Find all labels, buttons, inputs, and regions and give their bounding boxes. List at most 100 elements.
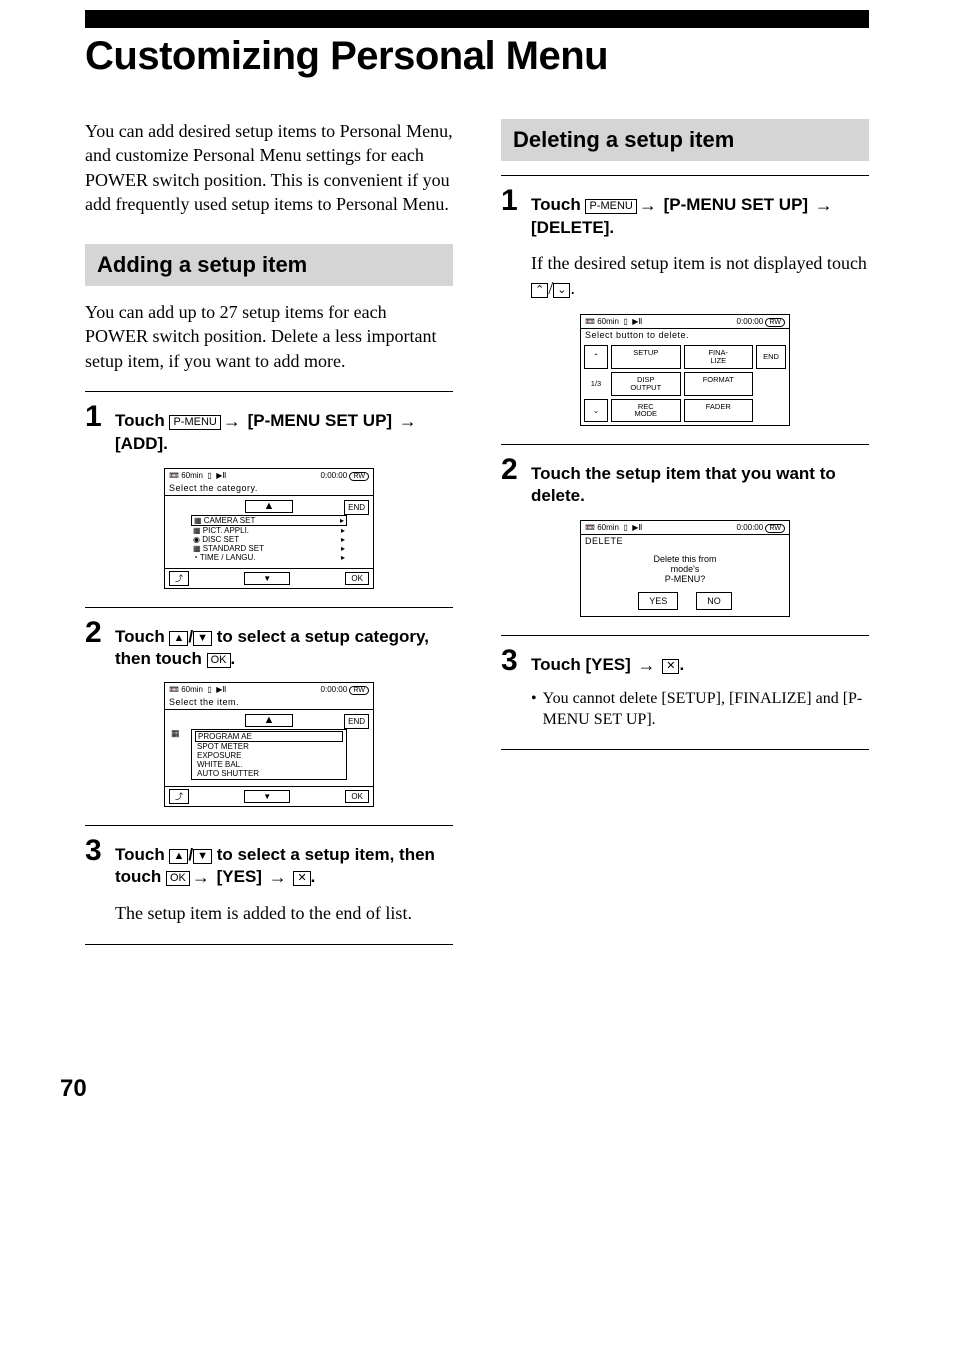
lcd-up: ▲	[245, 500, 294, 513]
lcd-top-left: 📼 60min ▯ ▶Ⅱ	[169, 685, 226, 694]
lcd-cell: SETUP	[611, 345, 681, 369]
lcd-top-right: 0:00:00 RW	[321, 471, 369, 480]
adding-section-header: Adding a setup item	[85, 244, 453, 286]
ok-button: OK	[207, 653, 231, 668]
adding-step-3: 3 Touch ▲/▼ to select a setup item, then…	[85, 836, 453, 926]
adding-step-1: 1 Touch P-MENU→ [P-MENU SET UP] → [ADD].…	[85, 402, 453, 588]
step-instruction: Touch ▲/▼ to select a setup item, then t…	[115, 844, 453, 889]
lcd-top-left: 📼 60min ▯ ▶Ⅱ	[585, 317, 642, 326]
lcd-top-right: 0:00:00 RW	[321, 685, 369, 694]
arrow-icon: →	[192, 866, 210, 889]
lcd-yes-button: YES	[638, 592, 678, 610]
step-instruction: Touch [YES] → ✕.	[531, 654, 684, 677]
step-instruction: Touch ▲/▼ to select a setup category, th…	[115, 626, 453, 670]
step-number: 1	[501, 186, 523, 216]
arrow-icon: →	[638, 654, 656, 677]
lcd-top-left: 📼 60min ▯ ▶Ⅱ	[169, 471, 226, 480]
divider	[85, 944, 453, 945]
scroll-up-button: ⌃	[531, 283, 548, 298]
lcd-item-screen: 📼 60min ▯ ▶Ⅱ 0:00:00 RW Select the item.…	[164, 682, 374, 807]
lcd-end-button: END	[756, 345, 786, 369]
step-instruction: Touch P-MENU→ [P-MENU SET UP] → [DELETE]…	[531, 194, 869, 239]
step-instruction: Touch P-MENU→ [P-MENU SET UP] → [ADD].	[115, 410, 453, 455]
step-instruction: Touch the setup item that you want to de…	[531, 463, 869, 507]
lcd-back: ⤴	[169, 789, 189, 804]
lcd-cell: REC MODE	[611, 399, 681, 423]
lcd-category-list: ▦ CAMERA SET▸ ▦ PICT. APPLI.▸ ◉ DISC SET…	[191, 515, 347, 562]
step-number: 2	[85, 618, 107, 648]
arrow-icon: →	[223, 410, 241, 433]
deleting-step-1: 1 Touch P-MENU→ [P-MENU SET UP] → [DELET…	[501, 186, 869, 426]
step-body: The setup item is added to the end of li…	[115, 901, 453, 925]
ok-button: OK	[166, 871, 190, 886]
left-column: You can add desired setup items to Perso…	[85, 119, 453, 955]
divider	[501, 175, 869, 176]
lcd-cell: FINA- LIZE	[684, 345, 754, 369]
lcd-delete-grid-screen: 📼 60min ▯ ▶Ⅱ 0:00:00 RW Select button to…	[580, 314, 790, 426]
page-number: 70	[60, 1075, 954, 1103]
divider	[501, 444, 869, 445]
lcd-category-screen: 📼 60min ▯ ▶Ⅱ 0:00:00 RW Select the categ…	[164, 468, 374, 589]
right-column: Deleting a setup item 1 Touch P-MENU→ [P…	[501, 119, 869, 955]
lcd-subtitle: Select button to delete.	[581, 328, 789, 342]
deleting-step-3: 3 Touch [YES] → ✕. • You cannot delete […	[501, 646, 869, 731]
scroll-down-button: ⌄	[553, 283, 570, 298]
lcd-item-list: PROGRAM AE SPOT METER EXPOSURE WHITE BAL…	[191, 729, 347, 780]
step-number: 3	[501, 646, 523, 676]
lcd-up: ▲	[245, 714, 294, 727]
arrow-icon: →	[399, 410, 417, 433]
deleting-step-2: 2 Touch the setup item that you want to …	[501, 455, 869, 616]
note-text: You cannot delete [SETUP], [FINALIZE] an…	[543, 689, 869, 731]
pmenu-button: P-MENU	[585, 199, 636, 214]
intro-text: You can add desired setup items to Perso…	[85, 119, 453, 216]
down-button: ▼	[193, 631, 212, 646]
divider	[85, 607, 453, 608]
step-number: 2	[501, 455, 523, 485]
lcd-no-button: NO	[696, 592, 732, 610]
lcd-ok: OK	[345, 790, 369, 803]
divider	[501, 749, 869, 750]
divider	[501, 635, 869, 636]
lcd-ok: OK	[345, 572, 369, 585]
arrow-icon: →	[639, 194, 657, 217]
adding-step-2: 2 Touch ▲/▼ to select a setup category, …	[85, 618, 453, 807]
divider	[85, 391, 453, 392]
deleting-section-header: Deleting a setup item	[501, 119, 869, 161]
bullet-icon: •	[531, 689, 537, 731]
step-note: • You cannot delete [SETUP], [FINALIZE] …	[531, 689, 869, 731]
lcd-cell: FADER	[684, 399, 754, 423]
lcd-down: ▼	[244, 790, 290, 803]
lcd-cell: FORMAT	[684, 372, 754, 396]
adding-desc: You can add up to 27 setup items for eac…	[85, 300, 453, 373]
lcd-top-left: 📼 60min ▯ ▶Ⅱ	[585, 523, 642, 532]
page-title: Customizing Personal Menu	[85, 34, 869, 79]
lcd-down: ▼	[244, 572, 290, 585]
close-button: ✕	[293, 871, 310, 886]
lcd-end-button: END	[344, 714, 369, 729]
lcd-confirm-title: DELETE	[581, 534, 789, 548]
lcd-back: ⤴	[169, 571, 189, 586]
lcd-top-right: 0:00:00 RW	[737, 523, 785, 532]
lcd-page: 1/3	[584, 372, 608, 396]
lcd-delete-confirm-screen: 📼 60min ▯ ▶Ⅱ 0:00:00 RW DELETE Delete th…	[580, 520, 790, 617]
up-button: ▲	[169, 631, 188, 646]
lcd-cell: DISP OUTPUT	[611, 372, 681, 396]
step-number: 3	[85, 836, 107, 866]
lcd-end-button: END	[344, 500, 369, 515]
lcd-delete-grid: ⌃ SETUP FINA- LIZE END 1/3 DISP OUTPUT F…	[581, 342, 789, 425]
close-button: ✕	[662, 659, 679, 674]
divider	[85, 825, 453, 826]
up-button: ▲	[169, 849, 188, 864]
lcd-subtitle: Select the category.	[165, 482, 373, 495]
lcd-confirm-msg: Delete this from mode's P-MENU?	[585, 554, 785, 584]
header-black-bar	[85, 10, 869, 28]
lcd-top-right: 0:00:00 RW	[737, 317, 785, 326]
lcd-subtitle: Select the item.	[165, 696, 373, 709]
lcd-scroll-up: ⌃	[584, 345, 608, 369]
step-body: If the desired setup item is not display…	[531, 251, 869, 300]
arrow-icon: →	[269, 866, 287, 889]
pmenu-button: P-MENU	[169, 415, 220, 430]
down-button: ▼	[193, 849, 212, 864]
arrow-icon: →	[815, 194, 833, 217]
lcd-scroll-down: ⌄	[584, 399, 608, 423]
